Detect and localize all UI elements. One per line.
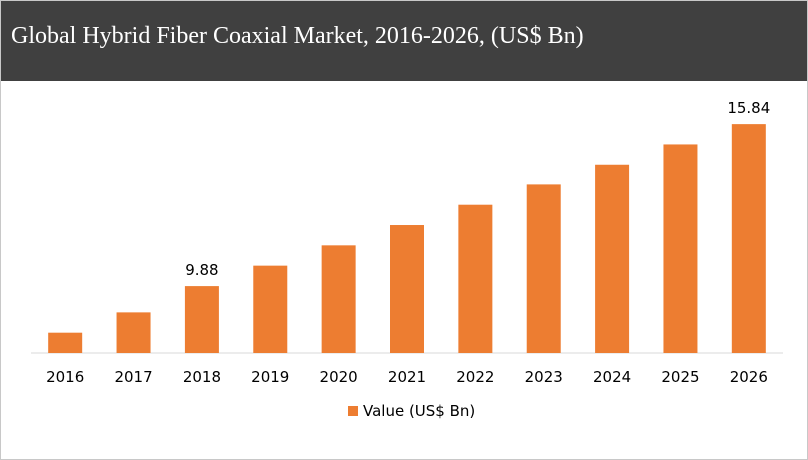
x-tick-label-2020: 2020	[320, 368, 358, 386]
bar-2021	[390, 225, 424, 353]
x-tick-label-2016: 2016	[46, 368, 84, 386]
x-tick-label-2025: 2025	[661, 368, 699, 386]
x-tick-label-2018: 2018	[183, 368, 221, 386]
bar-2018	[184, 286, 219, 353]
bar-2017	[116, 312, 151, 353]
bar-2019	[253, 265, 288, 353]
data-label-2018: 9.88	[185, 261, 218, 279]
legend-label: Value (US$ Bn)	[363, 402, 476, 420]
title-bar: Global Hybrid Fiber Coaxial Market, 2016…	[1, 1, 807, 81]
x-tick-label-2021: 2021	[388, 368, 426, 386]
legend: Value (US$ Bn)	[348, 401, 475, 421]
data-label-2026: 15.84	[727, 99, 770, 117]
x-tick-label-2017: 2017	[114, 368, 152, 386]
bar-2024	[595, 164, 630, 353]
bar-2022	[458, 204, 493, 353]
x-tick-label-2024: 2024	[593, 368, 631, 386]
x-tick-label-2022: 2022	[456, 368, 494, 386]
bar-2023	[526, 184, 561, 353]
bar-2020	[321, 245, 356, 353]
bar-2026	[731, 124, 766, 353]
chart-title: Global Hybrid Fiber Coaxial Market, 2016…	[11, 23, 584, 49]
bar-2025	[663, 144, 698, 353]
x-tick-label-2023: 2023	[525, 368, 563, 386]
x-tick-label-2026: 2026	[730, 368, 768, 386]
legend-swatch	[348, 406, 358, 416]
bar-2016	[48, 332, 83, 353]
x-tick-label-2019: 2019	[251, 368, 289, 386]
